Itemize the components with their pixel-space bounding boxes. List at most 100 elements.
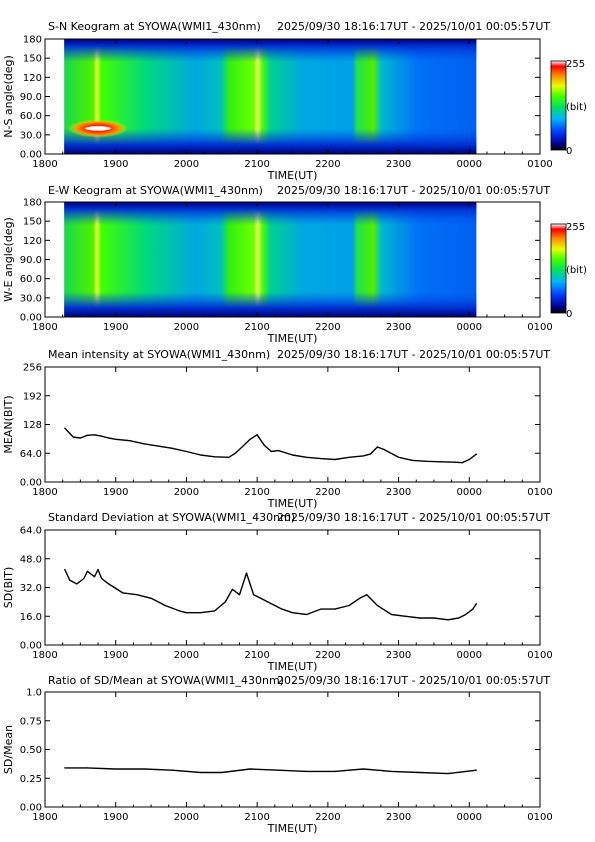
series-point	[277, 769, 279, 771]
series-point	[115, 768, 117, 770]
x-tick-label: 0000	[457, 159, 482, 170]
x-tick-label: 0100	[527, 322, 552, 333]
y-tick-label: 150	[23, 54, 42, 65]
x-tick-label: 2300	[386, 650, 411, 661]
x-tick-label: 1900	[103, 322, 128, 333]
series-point	[143, 768, 145, 770]
colorbar: 255 (bit) 0	[550, 59, 587, 157]
x-tick-label: 1800	[32, 487, 57, 498]
keogram-edge-shade	[64, 39, 477, 154]
series-point	[291, 454, 294, 456]
series-point	[100, 435, 103, 437]
colorbar-min-label: 0	[566, 146, 572, 157]
series-point	[83, 577, 85, 580]
series-point	[231, 588, 233, 590]
series-point	[454, 461, 456, 463]
colorbar-scale	[550, 223, 567, 314]
x-tick-label: 0100	[527, 812, 552, 823]
series-point	[263, 444, 265, 446]
series-point	[277, 449, 279, 452]
series-point	[164, 604, 166, 607]
panel-title: Mean intensity at SYOWA(WMI1_430nm)	[48, 348, 270, 361]
series-point	[306, 613, 308, 616]
series-point	[93, 576, 96, 578]
series-point	[171, 769, 173, 771]
panel-1: S-N Keogram at SYOWA(WMI1_430nm) 2025/09/…	[2, 20, 587, 182]
series-point	[461, 462, 463, 464]
series-point	[362, 768, 364, 770]
series-point	[245, 572, 248, 574]
colorbar: 255 (bit) 0	[550, 222, 587, 320]
colorbar-max-label: 255	[566, 222, 585, 233]
x-tick-label: 2000	[174, 159, 199, 170]
x-tick-label: 1800	[32, 650, 57, 661]
y-tick-label: 0.75	[20, 716, 42, 727]
series-point	[129, 440, 131, 442]
series-point	[249, 438, 251, 440]
series-point	[97, 568, 99, 571]
x-tick-label: 1900	[103, 159, 128, 170]
series-point	[390, 770, 393, 772]
series-point	[320, 458, 322, 460]
y-tick-label: 64.0	[20, 526, 42, 537]
series-point	[475, 769, 477, 771]
y-tick-label: 0.00	[20, 803, 42, 814]
x-tick-label: 2100	[244, 650, 269, 661]
series-point	[86, 434, 89, 436]
series-line	[64, 427, 477, 464]
y-tick-label: 0.00	[20, 478, 42, 489]
keogram-hotspot-core	[85, 126, 112, 131]
x-axis-title: TIME(UT)	[267, 660, 318, 673]
series-point	[199, 771, 202, 774]
series-point	[214, 610, 216, 612]
axis-box	[44, 529, 541, 646]
series-point	[267, 601, 269, 603]
y-axis-title: W-E angle(deg)	[2, 217, 15, 302]
keogram-edge-shade	[64, 202, 477, 317]
x-axis-title: TIME(UT)	[267, 169, 318, 182]
series-point	[306, 770, 308, 772]
x-tick-label: 0000	[457, 322, 482, 333]
axis-box	[44, 691, 541, 808]
series-point	[472, 608, 474, 610]
series-point	[369, 453, 371, 455]
series-point	[108, 583, 110, 585]
x-tick-label: 2000	[174, 650, 199, 661]
series-point	[253, 594, 255, 596]
x-tick-label: 0100	[527, 159, 552, 170]
colorbar-max-label: 255	[566, 59, 585, 70]
panel-time-range: 2025/09/30 18:16:17UT - 2025/10/01 00:05…	[277, 184, 550, 197]
x-tick-label: 0100	[527, 650, 552, 661]
x-tick-label: 2100	[244, 159, 269, 170]
series-point	[281, 608, 283, 610]
series-line	[64, 767, 477, 775]
x-tick-label: 1800	[32, 322, 57, 333]
x-tick-label: 2300	[386, 812, 411, 823]
series-point	[221, 771, 223, 774]
panel-time-range: 2025/09/30 18:16:17UT - 2025/10/01 00:05…	[277, 674, 550, 687]
series-point	[108, 437, 110, 439]
series-point	[334, 770, 336, 772]
x-tick-label: 2200	[315, 159, 340, 170]
x-tick-label: 2100	[244, 322, 269, 333]
y-axis-title: SD/Mean	[2, 725, 15, 774]
series-point	[150, 597, 152, 599]
series-point	[458, 617, 460, 619]
series-point	[171, 447, 173, 449]
y-tick-label: 60.0	[20, 111, 42, 122]
panel-4: Standard Deviation at SYOWA(WMI1_430nm)2…	[2, 511, 553, 673]
series-point	[426, 460, 428, 462]
series-point	[334, 458, 336, 461]
x-tick-label: 2100	[244, 487, 269, 498]
y-tick-label: 150	[23, 217, 42, 228]
x-tick-label: 2300	[386, 487, 411, 498]
x-tick-label: 0100	[527, 487, 552, 498]
y-tick-label: 180	[23, 35, 42, 46]
y-tick-label: 32.0	[20, 583, 42, 594]
series-point	[76, 583, 78, 585]
series-point	[320, 608, 322, 610]
series-point	[115, 438, 117, 440]
series-point	[397, 456, 400, 458]
colorbar-min-label: 0	[566, 309, 572, 320]
